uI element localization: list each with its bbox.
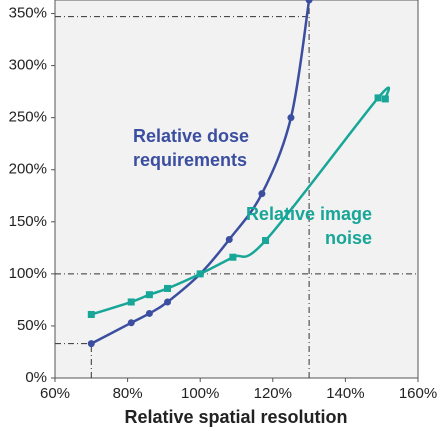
point — [145, 309, 153, 317]
point — [305, 0, 313, 4]
x-tick-label: 60% — [40, 385, 70, 402]
y-tick-label: 350% — [9, 5, 47, 22]
series-line — [90, 86, 391, 316]
point — [196, 270, 204, 278]
series-label: Relative dose requirements — [133, 126, 249, 170]
x-tick-label: 140% — [326, 385, 364, 402]
x-tick-label: 160% — [399, 385, 437, 402]
y-tick-label: 100% — [9, 265, 47, 282]
point — [229, 253, 237, 261]
y-tick-label: 250% — [9, 109, 47, 126]
y-tick-label: 0% — [25, 369, 47, 386]
x-tick-label: 120% — [254, 385, 292, 402]
point — [287, 114, 295, 122]
series-label: Relative image noise — [246, 204, 372, 248]
point — [127, 319, 135, 327]
y-tick-label: 300% — [9, 57, 47, 74]
point — [164, 298, 172, 306]
x-tick-label: 100% — [181, 385, 219, 402]
y-tick-label: 50% — [17, 317, 47, 334]
x-tick-label: 80% — [113, 385, 143, 402]
y-tick-label: 150% — [9, 213, 47, 230]
y-tick-label: 200% — [9, 161, 47, 178]
point — [225, 236, 233, 244]
point — [164, 284, 172, 292]
point — [87, 310, 95, 318]
point — [127, 298, 135, 306]
plot-area — [54, 0, 419, 379]
point — [262, 237, 270, 245]
point — [145, 291, 153, 299]
point — [374, 94, 382, 102]
x-axis-label: Relative spatial resolution — [124, 407, 347, 427]
point — [258, 190, 266, 198]
point — [381, 95, 389, 103]
point — [87, 340, 95, 348]
